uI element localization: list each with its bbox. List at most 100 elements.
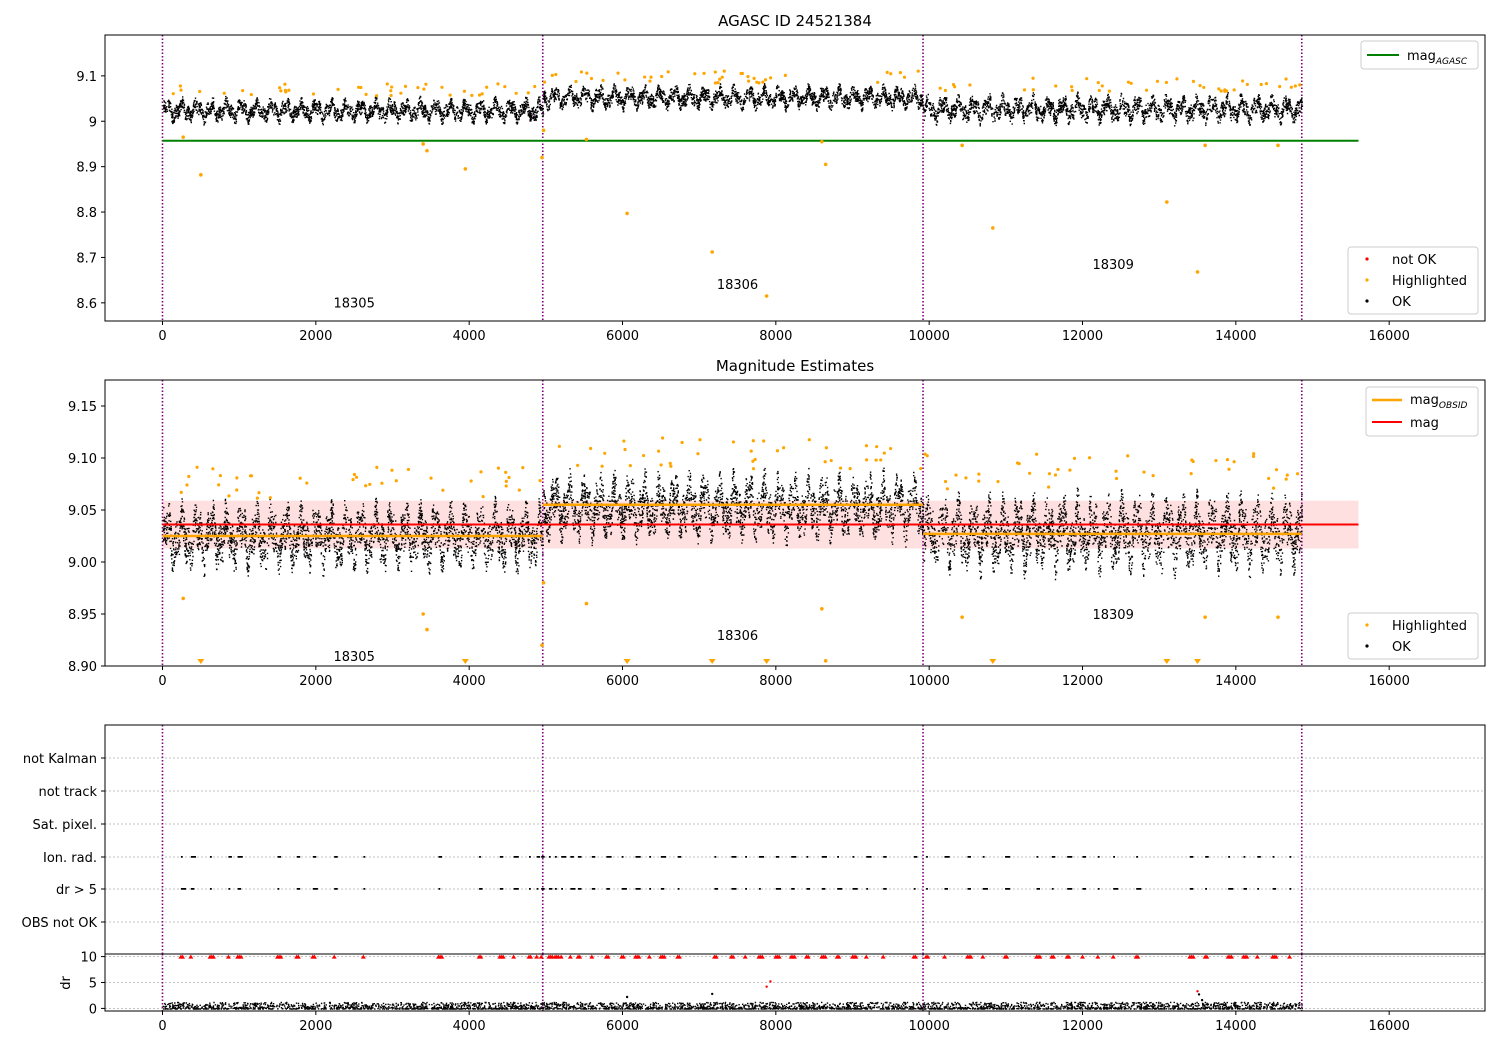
ok-point-cloud bbox=[162, 83, 1304, 127]
highlighted-point bbox=[1070, 88, 1074, 93]
highlighted-point bbox=[178, 84, 182, 88]
highlighted-point bbox=[504, 484, 508, 488]
y-ticks: 8.90 8.95 9.00 9.05 9.10 9.15 bbox=[68, 400, 105, 675]
highlighted-point bbox=[1285, 473, 1289, 477]
legend-ok-marker bbox=[1365, 299, 1369, 303]
highlighted-point bbox=[1047, 472, 1052, 476]
dr-clipped-marker bbox=[636, 954, 642, 959]
highlighted-point bbox=[752, 76, 756, 80]
x-tick-label: 14000 bbox=[1215, 1019, 1256, 1034]
highlighted-point bbox=[885, 70, 889, 74]
highlighted-point bbox=[600, 464, 604, 468]
highlighted-point bbox=[1165, 200, 1169, 204]
highlighted-point bbox=[1056, 467, 1060, 472]
y-tick-label: 8.95 bbox=[68, 608, 97, 623]
highlighted-point bbox=[422, 87, 426, 91]
highlighted-point bbox=[731, 440, 736, 444]
dr-clipped-marker bbox=[238, 954, 244, 959]
highlighted-point bbox=[441, 488, 445, 492]
highlighted-point bbox=[769, 76, 773, 80]
highlighted-point bbox=[1203, 615, 1207, 619]
highlighted-point bbox=[996, 479, 1000, 484]
legend-not-ok-label: not OK bbox=[1392, 253, 1437, 268]
flag-gridlines bbox=[105, 757, 1485, 923]
dr-clipped-marker bbox=[534, 954, 540, 959]
obsid-label: 18309 bbox=[1092, 258, 1133, 273]
dr-clipped-marker bbox=[661, 954, 667, 959]
x-tick-label: 0 bbox=[158, 674, 166, 689]
dr-clipped-marker bbox=[1066, 954, 1072, 959]
highlighted-point bbox=[1293, 84, 1297, 88]
dr-clipped-marker bbox=[863, 954, 869, 959]
highlighted-point bbox=[669, 464, 673, 468]
dr-clipped-marker bbox=[1135, 954, 1141, 959]
y-tick-label: 9 bbox=[89, 115, 97, 130]
highlighted-point bbox=[533, 84, 537, 89]
dr-outlier bbox=[625, 995, 629, 999]
highlighted-point bbox=[879, 458, 883, 462]
highlighted-point bbox=[807, 438, 811, 442]
y-tick-label: 9.15 bbox=[68, 400, 97, 415]
highlighted-point bbox=[359, 85, 363, 90]
obsid-label: 18305 bbox=[333, 650, 374, 665]
dr-clipped-marker bbox=[210, 954, 216, 959]
highlighted-point bbox=[1155, 79, 1160, 83]
highlighted-point bbox=[351, 478, 355, 482]
highlighted-point bbox=[820, 139, 824, 144]
highlighted-point bbox=[1203, 143, 1207, 148]
highlighted-point bbox=[964, 476, 968, 480]
highlighted-point bbox=[1126, 454, 1130, 458]
highlighted-point bbox=[1107, 89, 1111, 93]
highlighted-point bbox=[953, 85, 957, 89]
highlighted-point bbox=[1225, 458, 1230, 462]
highlighted-point bbox=[541, 581, 546, 585]
highlighted-points bbox=[179, 436, 1300, 663]
dr-clipped-marker bbox=[1273, 954, 1279, 959]
highlighted-point bbox=[1072, 456, 1077, 460]
highlighted-point bbox=[364, 484, 368, 488]
highlighted-point bbox=[824, 446, 828, 450]
axes-frame bbox=[104, 34, 1486, 322]
legend-mag-obsid-label: magOBSID bbox=[1410, 393, 1468, 411]
highlighted-point bbox=[782, 446, 786, 450]
flag-label: OBS not OK bbox=[22, 916, 98, 931]
highlighted-point bbox=[751, 439, 755, 443]
highlighted-point bbox=[249, 92, 253, 97]
highlighted-point bbox=[876, 80, 880, 84]
highlighted-point bbox=[991, 226, 995, 230]
highlighted-point bbox=[916, 69, 920, 73]
dr-clipped-marker bbox=[1080, 954, 1085, 959]
highlighted-point bbox=[848, 467, 852, 471]
agasc-panel: AGASC ID 24521384 18305 18306 18309 0 2000 4… bbox=[76, 12, 1486, 344]
highlighted-point bbox=[469, 479, 473, 483]
dr-clipped-marker bbox=[225, 954, 231, 959]
highlighted-point bbox=[283, 88, 288, 92]
highlighted-point bbox=[716, 81, 720, 85]
flag-points-row bbox=[180, 888, 1292, 890]
highlighted-point bbox=[507, 475, 511, 480]
highlighted-point bbox=[623, 78, 627, 82]
highlighted-point bbox=[504, 479, 508, 484]
y-tick-label: 9.10 bbox=[68, 452, 97, 467]
highlighted-point bbox=[368, 482, 372, 486]
obs-boundaries bbox=[161, 380, 1303, 666]
highlighted-point bbox=[485, 85, 489, 89]
highlighted-point bbox=[521, 465, 525, 470]
highlighted-point bbox=[874, 458, 878, 462]
legend-lower: not OK Highlighted OK bbox=[1347, 246, 1479, 315]
y-tick-label: 10 bbox=[80, 951, 97, 966]
highlighted-point bbox=[747, 79, 751, 83]
highlighted-point bbox=[902, 75, 907, 79]
highlighted-point bbox=[171, 92, 175, 96]
dr-points bbox=[162, 1001, 1303, 1010]
highlighted-point bbox=[181, 596, 185, 601]
x-tick-label: 16000 bbox=[1368, 674, 1409, 689]
dr-clipped-marker bbox=[1229, 954, 1235, 959]
dr-clipped-marker bbox=[360, 954, 366, 959]
x-tick-label: 12000 bbox=[1062, 674, 1103, 689]
highlighted-point bbox=[195, 465, 199, 469]
highlighted-point bbox=[1175, 77, 1179, 81]
highlighted-point bbox=[1252, 452, 1256, 456]
dr-clipped-marker bbox=[742, 954, 748, 959]
dr-outliers bbox=[625, 980, 1204, 1002]
